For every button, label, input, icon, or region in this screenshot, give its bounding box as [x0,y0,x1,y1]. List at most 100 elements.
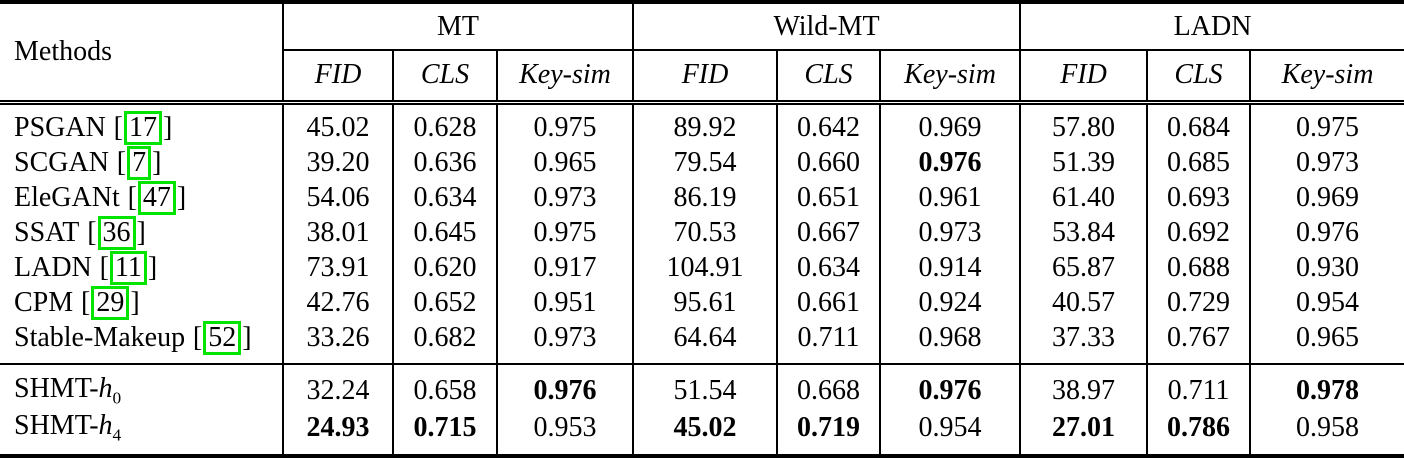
value-cell: 0.975 [495,215,634,251]
value-cell: 79.54 [632,145,778,181]
table-row: Stable-Makeup[52] 33.26 0.682 0.973 64.6… [0,320,1404,365]
method-name: LADN [14,252,92,284]
value-cell: 65.87 [1019,250,1148,286]
value-cell: 61.40 [1019,180,1148,216]
cite-bracket-open: [ [127,182,137,214]
math-variable: h [98,372,113,404]
value-cell: 95.61 [632,285,778,321]
value-cell: 0.930 [1249,250,1404,286]
value-cell: 0.914 [879,250,1021,286]
value-cell: 0.645 [392,215,497,251]
value-cell: 57.80 [1019,102,1148,146]
method-name: SHMT- [14,372,99,404]
cite-bracket-open: [ [113,112,123,144]
method-name: Stable-Makeup [14,322,186,354]
method-cell: SSAT[36] [0,216,283,251]
value-cell: 0.958 [1249,409,1404,456]
value-cell: 0.634 [776,250,881,286]
method-cell: EleGANt[47] [0,181,283,216]
value-cell: 40.57 [1019,285,1148,321]
value-cell: 45.02 [282,102,393,146]
value-cell-best: 0.786 [1146,409,1251,456]
cite-bracket-close: ] [130,287,140,319]
method-name: PSGAN [14,112,106,144]
value-cell: 0.688 [1146,250,1251,286]
method-name: SHMT- [14,409,99,441]
value-cell: 0.767 [1146,320,1251,365]
column-header-cls-ladn: CLS [1146,50,1251,105]
value-cell: 0.973 [495,180,634,216]
value-cell: 0.711 [1146,363,1251,410]
value-cell: 33.26 [282,320,393,365]
value-cell: 86.19 [632,180,778,216]
value-cell: 38.01 [282,215,393,251]
table-row: CPM[29] 42.76 0.652 0.951 95.61 0.661 0.… [0,285,1404,321]
group-header-row: Methods MT Wild-MT LADN [0,2,1404,105]
citation-link[interactable]: 36 [97,216,136,251]
value-cell-best: 0.978 [1249,363,1404,410]
math-subscript: 4 [112,425,122,445]
column-header-methods: Methods [0,2,283,105]
value-cell: 0.628 [392,102,497,146]
citation-link[interactable]: 17 [123,111,162,146]
cite-bracket-open: [ [99,252,109,284]
value-cell-best: 0.719 [776,409,881,456]
value-cell: 0.954 [1249,285,1404,321]
value-cell: 0.969 [1249,180,1404,216]
value-cell: 38.97 [1019,363,1148,410]
cite-bracket-open: [ [192,322,203,354]
column-header-fid-ladn: FID [1019,50,1148,105]
column-header-cls-wildmt: CLS [776,50,881,105]
value-cell-best: 27.01 [1019,409,1148,456]
table-row: SSAT[36] 38.01 0.645 0.975 70.53 0.667 0… [0,215,1404,251]
cite-bracket-open: [ [80,287,91,319]
method-cell: SCGAN[7] [0,146,283,181]
method-cell: LADN[11] [0,251,283,286]
cite-bracket-open: [ [116,147,127,179]
value-cell: 0.685 [1146,145,1251,181]
cite-bracket-close: ] [162,112,173,144]
value-cell: 0.968 [879,320,1021,365]
table-header: Methods MT Wild-MT LADN FID CLS Key-sim … [0,2,1404,105]
table-row: LADN[11] 73.91 0.620 0.917 104.91 0.634 … [0,250,1404,286]
value-cell: 64.64 [632,320,778,365]
value-cell: 0.660 [776,145,881,181]
cite-bracket-close: ] [152,147,162,179]
method-cell: CPM[29] [0,286,283,321]
citation-link[interactable]: 11 [109,251,147,286]
citation-link[interactable]: 29 [91,286,130,321]
method-name: CPM [14,287,74,319]
value-cell: 53.84 [1019,215,1148,251]
citation-link[interactable]: 47 [137,181,176,216]
method-name: SSAT [14,217,80,249]
value-cell: 0.692 [1146,215,1251,251]
value-cell-best: 0.976 [879,145,1021,181]
column-header-fid-mt: FID [282,50,393,105]
value-cell: 0.711 [776,320,881,365]
value-cell: 0.965 [1249,320,1404,365]
table-row: SHMT-h0 32.24 0.658 0.976 51.54 0.668 0.… [0,363,1404,410]
table-row: PSGAN[17] 45.02 0.628 0.975 89.92 0.642 … [0,102,1404,146]
metric-header-row: FID CLS Key-sim FID CLS Key-sim FID CLS … [0,50,1404,105]
value-cell: 0.620 [392,250,497,286]
value-cell: 0.636 [392,145,497,181]
cite-bracket-open: [ [87,217,97,249]
value-cell-best: 0.715 [392,409,497,456]
value-cell: 0.976 [1249,215,1404,251]
cite-bracket-close: ] [176,182,187,214]
table-row: SHMT-h4 24.93 0.715 0.953 45.02 0.719 0.… [0,409,1404,456]
method-cell: SHMT-h4 [0,409,283,456]
citation-link[interactable]: 7 [127,146,152,181]
value-cell: 89.92 [632,102,778,146]
value-cell: 73.91 [282,250,393,286]
value-cell: 0.975 [1249,102,1404,146]
value-cell: 0.684 [1146,102,1251,146]
group-header-wild-mt: Wild-MT [632,2,1021,51]
value-cell: 42.76 [282,285,393,321]
value-cell: 32.24 [282,363,393,410]
value-cell: 54.06 [282,180,393,216]
value-cell-best: 45.02 [632,409,778,456]
method-name: EleGANt [14,182,120,214]
citation-link[interactable]: 52 [203,321,242,356]
